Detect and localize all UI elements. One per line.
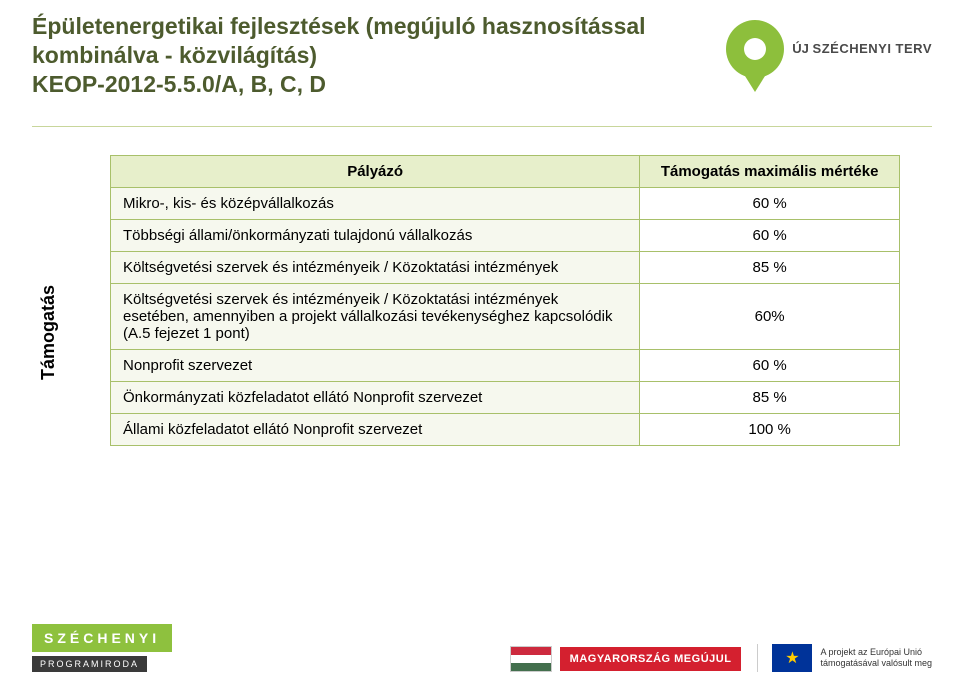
eu-block: ★ A projekt az Európai Unió támogatásáva… bbox=[757, 644, 932, 672]
row-value: 100 % bbox=[640, 414, 900, 446]
eu-line1: A projekt az Európai Unió bbox=[820, 647, 932, 658]
sidebar-label: Támogatás bbox=[38, 285, 59, 380]
row-value: 60 % bbox=[640, 188, 900, 220]
slide: Épületenergetikai fejlesztések (megújuló… bbox=[0, 0, 960, 694]
row-label: Mikro-, kis- és középvállalkozás bbox=[111, 188, 640, 220]
szechenyi-terv-logo: ÚJ SZÉCHENYI TERV bbox=[726, 20, 932, 78]
row-label: Költségvetési szervek és intézményeik / … bbox=[111, 252, 640, 284]
row-label: Költségvetési szervek és intézményeik / … bbox=[111, 284, 640, 350]
row-label: Nonprofit szervezet bbox=[111, 350, 640, 382]
hungary-flag-icon bbox=[510, 646, 552, 672]
divider bbox=[32, 126, 932, 127]
row-value: 85 % bbox=[640, 252, 900, 284]
logo-line2: SZÉCHENYI TERV bbox=[813, 41, 932, 56]
table-row: Állami közfeladatot ellátó Nonprofit sze… bbox=[111, 414, 900, 446]
table-row: Többségi állami/önkormányzati tulajdonú … bbox=[111, 220, 900, 252]
programiroda-label: PROGRAMIRODA bbox=[32, 656, 147, 672]
table-row: Költségvetési szervek és intézményeik / … bbox=[111, 252, 900, 284]
row-label: Önkormányzati közfeladatot ellátó Nonpro… bbox=[111, 382, 640, 414]
table-row: Mikro-, kis- és középvállalkozás 60 % bbox=[111, 188, 900, 220]
row-value: 85 % bbox=[640, 382, 900, 414]
logo-text: ÚJ SZÉCHENYI TERV bbox=[792, 42, 932, 56]
footer-left: SZÉCHENYI PROGRAMIRODA bbox=[32, 624, 172, 672]
row-label: Többségi állami/önkormányzati tulajdonú … bbox=[111, 220, 640, 252]
table-row: Nonprofit szervezet 60 % bbox=[111, 350, 900, 382]
logo-line1: ÚJ bbox=[792, 41, 809, 56]
map-pin-icon bbox=[726, 20, 784, 78]
row-value: 60 % bbox=[640, 220, 900, 252]
row-value: 60% bbox=[640, 284, 900, 350]
eu-line2: támogatásával valósult meg bbox=[820, 658, 932, 669]
footer-right: MAGYARORSZÁG MEGÚJUL ★ A projekt az Euró… bbox=[510, 644, 932, 672]
table-row: Költségvetési szervek és intézményeik / … bbox=[111, 284, 900, 350]
row-label: Állami közfeladatot ellátó Nonprofit sze… bbox=[111, 414, 640, 446]
support-table: Pályázó Támogatás maximális mértéke Mikr… bbox=[110, 155, 900, 446]
col-header-right: Támogatás maximális mértéke bbox=[640, 156, 900, 188]
slide-header: Épületenergetikai fejlesztések (megújuló… bbox=[32, 12, 760, 98]
row-value: 60 % bbox=[640, 350, 900, 382]
eu-flag-icon: ★ bbox=[772, 644, 812, 672]
table-row: Önkormányzati közfeladatot ellátó Nonpro… bbox=[111, 382, 900, 414]
eu-text: A projekt az Európai Unió támogatásával … bbox=[820, 647, 932, 669]
col-header-left: Pályázó bbox=[111, 156, 640, 188]
table-header-row: Pályázó Támogatás maximális mértéke bbox=[111, 156, 900, 188]
mm-label: MAGYARORSZÁG MEGÚJUL bbox=[560, 647, 742, 671]
hungary-renewed-block: MAGYARORSZÁG MEGÚJUL bbox=[510, 646, 742, 672]
szechenyi-logo: SZÉCHENYI bbox=[32, 624, 172, 652]
slide-title: Épületenergetikai fejlesztések (megújuló… bbox=[32, 12, 760, 98]
